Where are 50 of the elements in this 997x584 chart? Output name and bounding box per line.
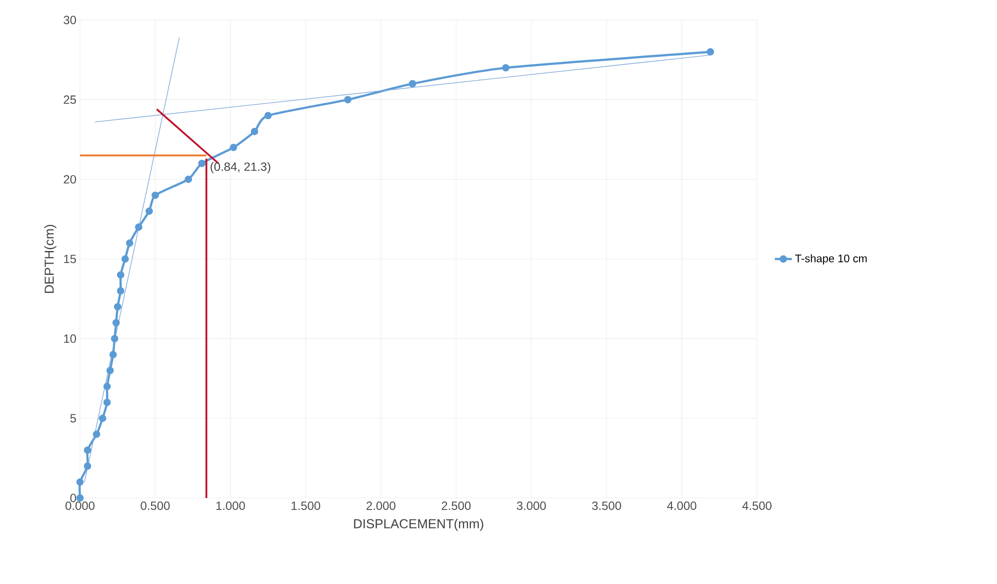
point [264,112,272,120]
point [116,287,124,295]
y-axis-title: DEPTH(cm) [44,224,56,293]
x-tick-label: 1.000 [216,502,245,510]
x-tick-label: 0.000 [66,502,94,510]
point [146,208,153,215]
point [344,96,352,104]
y-tick-label: 20 [64,175,76,184]
point [112,319,120,326]
point [116,271,124,279]
x-tick-label: 3.500 [592,502,622,510]
x-tick-label: 2.000 [366,502,396,510]
y-tick-label: 0 [70,494,76,502]
point [103,398,111,406]
x-tick-label: 4.500 [742,502,772,510]
point [110,334,118,342]
point [502,64,510,72]
point [114,303,122,310]
point [103,382,111,390]
y-tick-label: 25 [64,95,76,104]
y-tick-label: 10 [64,334,76,343]
point [76,494,84,502]
point [121,255,129,263]
y-tick-label: 30 [64,16,76,24]
x-tick-label: 1.500 [292,502,320,510]
point [134,223,142,231]
point [109,350,117,358]
point [98,414,106,422]
x-axis-title: DISPLACEMENT(mm) [354,518,484,531]
point [408,80,416,88]
y-tick-label: 15 [64,254,76,264]
point [76,478,84,486]
x-tick-label: 3.000 [516,502,546,510]
point [84,462,92,470]
annotation: (0.84, 21.3) [210,162,270,174]
x-tick-label: 4.000 [667,502,696,510]
point [152,192,159,199]
point [706,48,714,56]
y-tick-label: 5 [70,414,76,422]
point [126,239,134,247]
point [250,128,258,136]
point [230,144,238,152]
point [184,176,192,184]
point [106,366,114,374]
point [84,446,92,454]
legend-label: T-shape 10 cm [795,254,867,264]
point [92,430,100,438]
x-tick-label: 0.500 [140,502,170,510]
point [198,160,206,168]
x-tick-label: 2.500 [442,502,471,510]
